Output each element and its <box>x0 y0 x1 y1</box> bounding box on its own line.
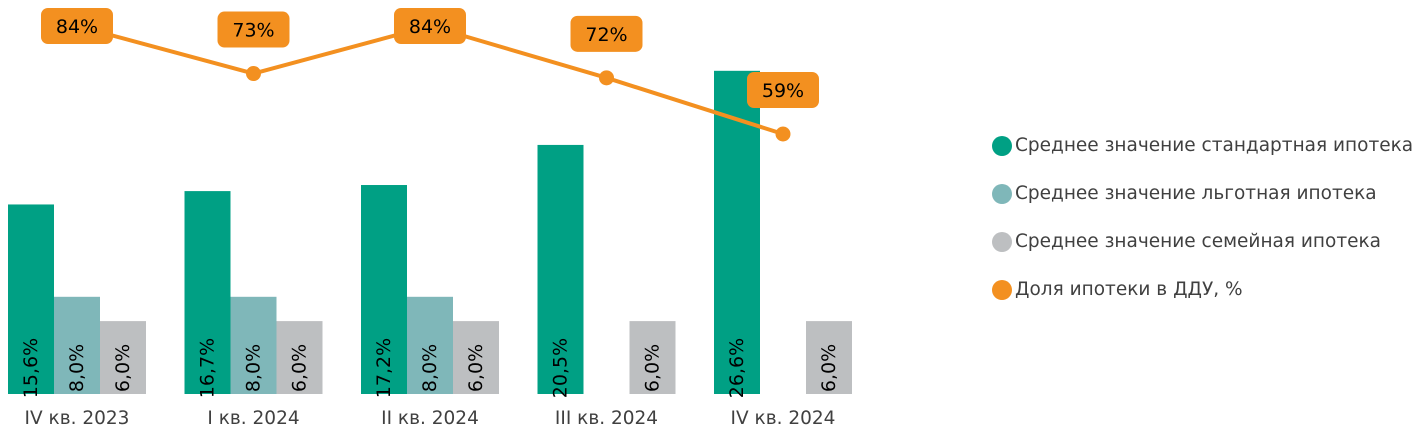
line-data-label: 59% <box>747 72 819 108</box>
bar <box>8 204 54 394</box>
line-data-label-text: 84% <box>409 16 451 38</box>
legend-label: Среднее значение семейная ипотека <box>1015 231 1381 252</box>
line-data-label-box <box>570 15 643 52</box>
bar <box>537 144 584 394</box>
bar <box>230 296 277 394</box>
bar-data-label: 15,6% <box>20 338 42 398</box>
line-data-label-text: 59% <box>762 80 804 102</box>
bar-data-label: 16,7% <box>197 338 219 398</box>
legend-marker <box>992 183 1012 204</box>
x-tick-label: IV кв. 2024 <box>731 408 836 429</box>
line-data-label: 72% <box>570 15 643 52</box>
x-tick-label: I кв. 2024 <box>207 408 299 429</box>
chart: 15,6% 8,0% 6,0% 16,7% 8,0% 6,0% 17,2% 8,0% 6,0% 2… <box>8 8 852 429</box>
legend-item-preferential: Среднее значение льготная ипотека <box>992 183 1377 204</box>
bar-data-label: 20,5% <box>550 338 572 398</box>
bar <box>276 321 323 394</box>
bar-labels-layer: 15,6% 8,0% 6,0% 16,7% 8,0% 6,0% 17,2% 8,0% 6,0% 2… <box>20 338 840 398</box>
line-labels-layer: 84% 73% 84% 72% 59% <box>41 8 819 108</box>
line-data-label-text: 73% <box>232 20 274 42</box>
line-data-label-box <box>217 11 290 48</box>
bar-data-label: 6,0% <box>289 344 311 392</box>
bar-data-label: 6,0% <box>818 344 840 392</box>
line-data-label-box <box>41 8 113 44</box>
bar-data-label: 6,0% <box>642 344 664 392</box>
legend-marker <box>992 279 1012 300</box>
line-point <box>246 66 261 82</box>
bar-data-label: 26,6% <box>726 338 748 398</box>
bar-data-label: 8,0% <box>66 344 88 392</box>
line-point <box>775 126 791 142</box>
bar <box>184 191 231 394</box>
bar <box>453 321 499 394</box>
x-tick-label: III кв. 2024 <box>555 408 658 429</box>
legend-item-standard: Среднее значение стандартная ипотека <box>992 135 1413 156</box>
line-data-label-box <box>747 72 819 108</box>
bar-data-label: 6,0% <box>465 344 487 392</box>
legend-label: Доля ипотеки в ДДУ, % <box>1015 279 1243 300</box>
line-data-label: 84% <box>394 8 466 44</box>
bar-data-label: 6,0% <box>112 344 134 392</box>
legend-item-family: Среднее значение семейная ипотека <box>992 231 1381 252</box>
bars-layer <box>8 70 852 394</box>
legend-marker <box>992 231 1012 252</box>
bar-data-label: 8,0% <box>419 344 441 392</box>
bar-data-label: 17,2% <box>373 338 395 398</box>
legend-label: Среднее значение стандартная ипотека <box>1015 135 1414 156</box>
bar-data-label: 8,0% <box>243 344 265 392</box>
legend-label: Среднее значение льготная ипотека <box>1015 183 1377 204</box>
bar <box>629 321 676 394</box>
bar <box>100 321 146 394</box>
legend-item-share-line: Доля ипотеки в ДДУ, % <box>992 279 1243 300</box>
line-point <box>599 70 614 86</box>
x-tick-label: II кв. 2024 <box>381 408 479 429</box>
bar <box>361 185 407 394</box>
x-tick-label: IV кв. 2023 <box>25 408 130 429</box>
x-axis-tick-labels: IV кв. 2023 I кв. 2024 II кв. 2024 III кв. … <box>25 408 836 429</box>
bar <box>54 296 100 394</box>
line-data-label-text: 84% <box>56 16 98 38</box>
line-data-label-text: 72% <box>585 24 627 46</box>
line-data-label-box <box>394 8 466 44</box>
bar <box>806 321 852 394</box>
line-data-label: 84% <box>41 8 113 44</box>
line-data-label: 73% <box>217 11 290 48</box>
bar <box>407 296 453 394</box>
legend-marker <box>992 135 1012 156</box>
